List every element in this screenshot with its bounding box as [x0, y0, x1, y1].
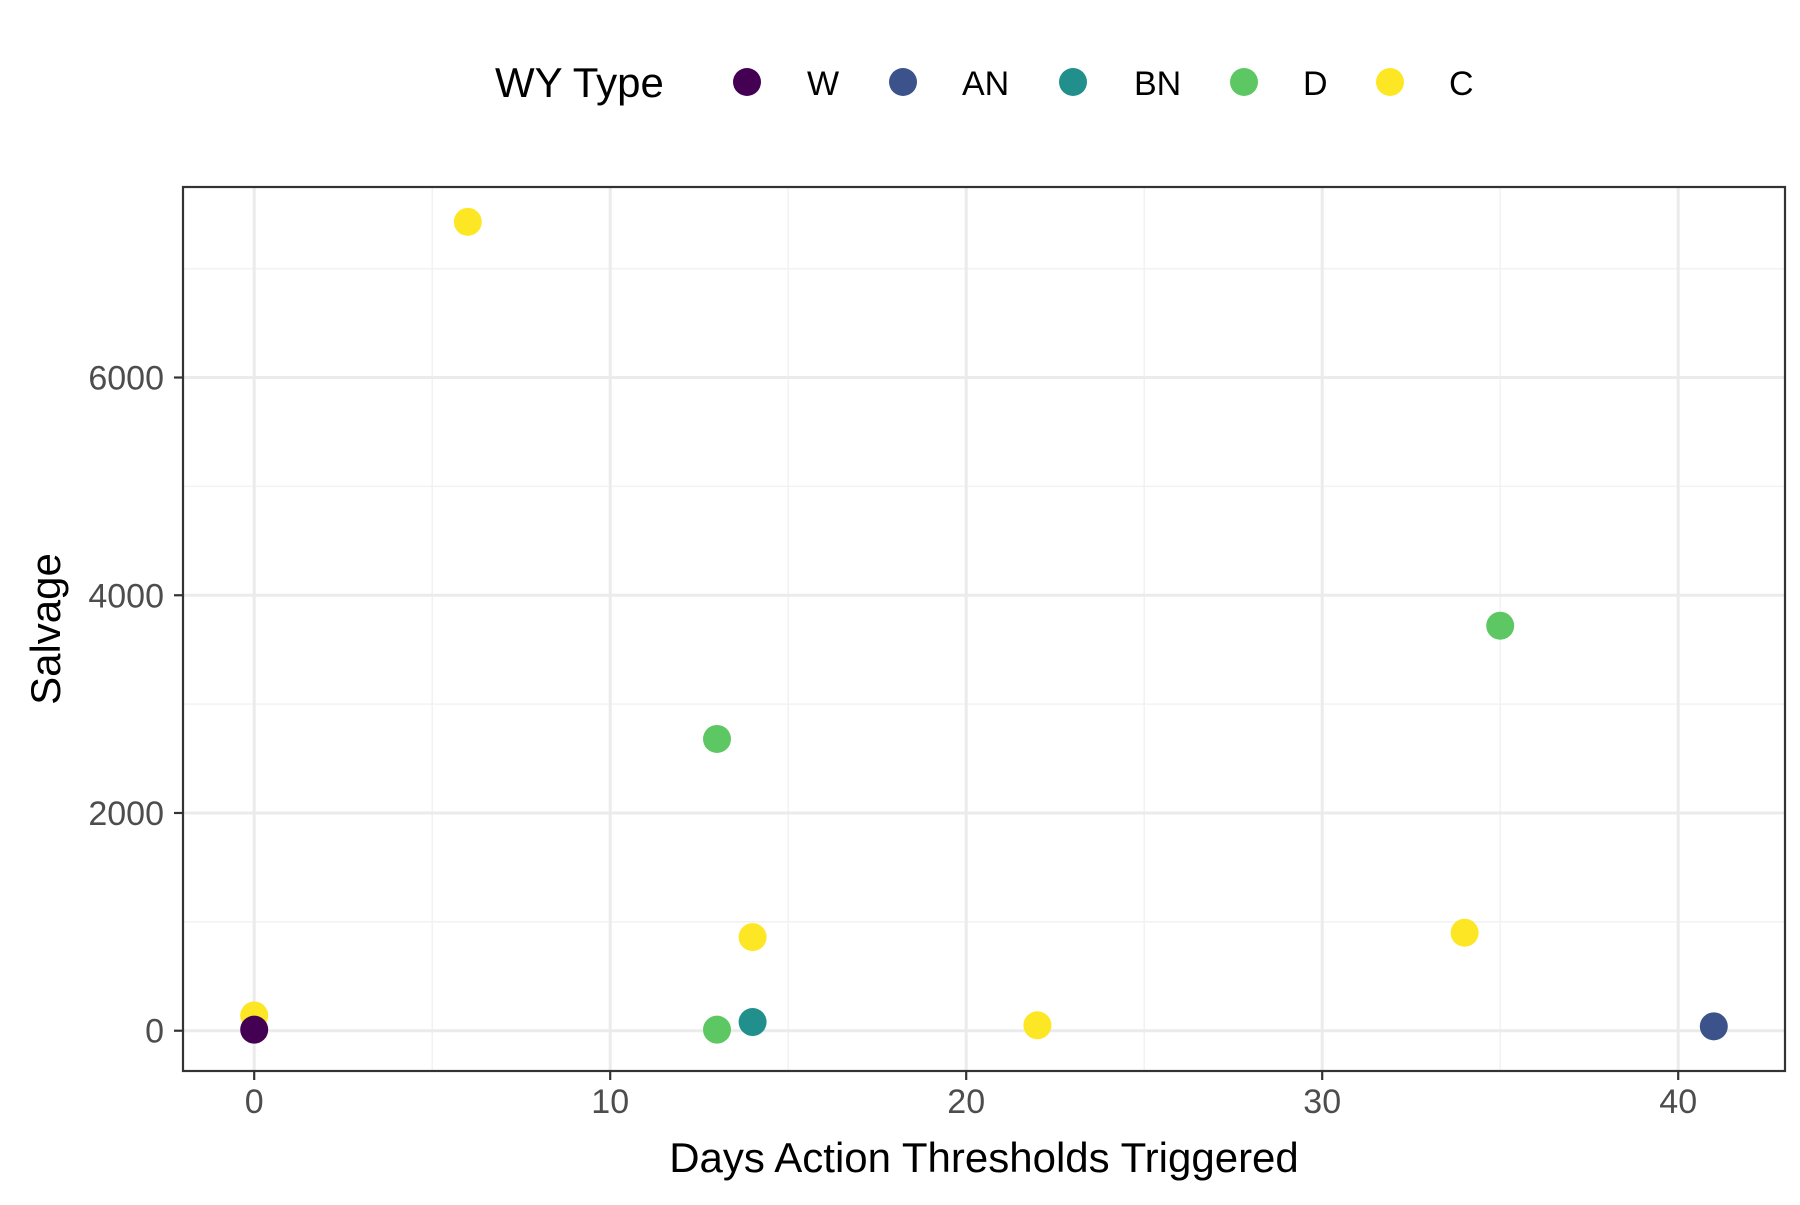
legend-key-c — [1376, 68, 1404, 96]
legend-label-w: W — [807, 65, 839, 103]
data-points — [240, 207, 1728, 1044]
legend-items: W AN BN D C — [733, 65, 1474, 103]
data-point-c — [453, 207, 482, 236]
major-gridlines — [183, 187, 1785, 1071]
x-tick-label: 0 — [245, 1083, 264, 1121]
x-axis: 0 10 20 30 40 — [245, 1071, 1697, 1121]
legend-key-bn — [1059, 68, 1087, 96]
x-tick-label: 20 — [947, 1083, 985, 1121]
y-tick-label: 2000 — [88, 795, 164, 833]
data-point-d — [1486, 611, 1515, 640]
plot-panel — [181, 185, 1787, 1073]
legend-key-an — [889, 68, 917, 96]
legend: WY Type W AN BN D C — [495, 59, 1474, 106]
x-tick-label: 10 — [591, 1083, 629, 1121]
data-point-c — [738, 923, 767, 952]
y-axis: 0 2000 4000 6000 — [88, 360, 183, 1051]
data-point-c — [1450, 918, 1479, 947]
data-point-d — [703, 724, 731, 753]
y-axis-title: Salvage — [22, 553, 69, 705]
data-point-bn — [738, 1008, 767, 1037]
panel-border — [181, 185, 1787, 1073]
legend-label-bn: BN — [1134, 65, 1181, 103]
legend-label-d: D — [1303, 65, 1328, 103]
data-point-c — [1023, 1011, 1052, 1040]
legend-key-d — [1230, 68, 1258, 96]
y-tick-label: 4000 — [88, 577, 164, 615]
legend-label-an: AN — [962, 65, 1009, 103]
data-point-an — [1699, 1012, 1728, 1041]
data-point-d — [703, 1015, 731, 1044]
legend-title: WY Type — [495, 59, 664, 106]
legend-label-c: C — [1449, 65, 1474, 103]
x-tick-label: 40 — [1659, 1083, 1697, 1121]
minor-gridlines — [183, 187, 1785, 1071]
x-tick-label: 30 — [1303, 1083, 1341, 1121]
legend-key-w — [733, 68, 761, 96]
y-tick-label: 6000 — [88, 360, 164, 398]
data-point-w — [240, 1015, 269, 1044]
x-axis-title: Days Action Thresholds Triggered — [669, 1134, 1299, 1181]
y-tick-label: 0 — [145, 1013, 164, 1051]
